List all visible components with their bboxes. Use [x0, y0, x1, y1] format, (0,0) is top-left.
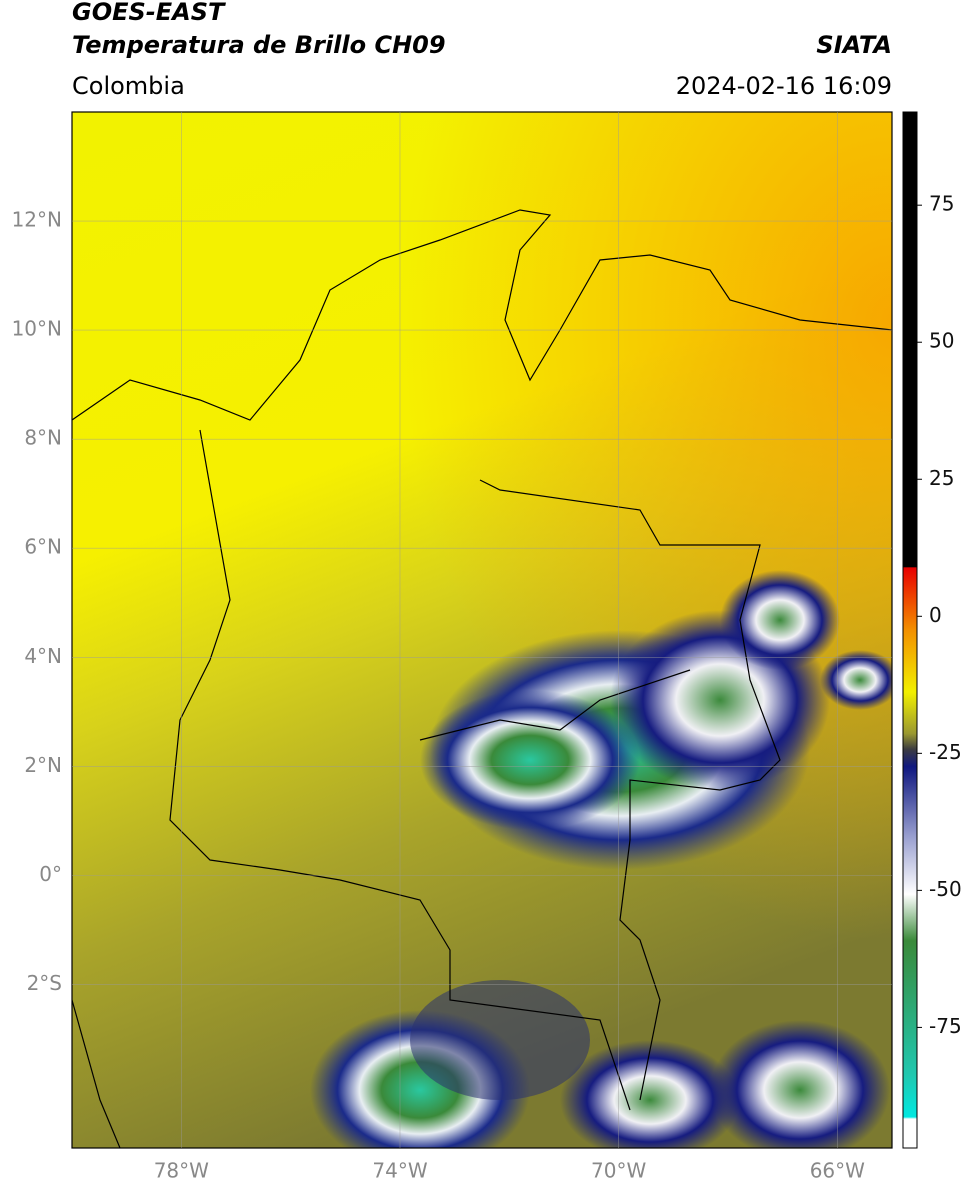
colorbar-tick-label: 50: [929, 329, 954, 353]
region: Colombia: [72, 72, 185, 100]
map-frame: [71, 111, 893, 1149]
title-2: Temperatura de Brillo CH09: [72, 31, 446, 59]
colorbar: [902, 111, 918, 1149]
x-tick-label: 70°W: [591, 1159, 646, 1183]
x-tick-label: 66°W: [810, 1159, 865, 1183]
title-1: GOES-EAST: [72, 0, 226, 26]
colorbar-tick-label: -75: [929, 1014, 962, 1038]
colorbar-tick-label: 25: [929, 466, 954, 490]
y-tick-label: 8°N: [24, 426, 62, 450]
y-tick-label: 0°: [39, 862, 62, 886]
y-tick-label: 10°N: [12, 317, 62, 341]
y-tick-label: 2°S: [27, 971, 62, 995]
timestamp: 2024-02-16 16:09: [676, 72, 892, 100]
colorbar-tick-label: -25: [929, 740, 962, 764]
x-tick-label: 78°W: [154, 1159, 209, 1183]
x-tick-label: 74°W: [372, 1159, 427, 1183]
y-tick-label: 6°N: [24, 535, 62, 559]
y-tick-label: 12°N: [12, 208, 62, 232]
y-tick-label: 4°N: [24, 644, 62, 668]
colorbar-tick-label: -50: [929, 877, 962, 901]
y-tick-label: 2°N: [24, 753, 62, 777]
colorbar-tick-label: 75: [929, 192, 954, 216]
colorbar-tick-label: 0: [929, 603, 942, 627]
satellite-image: [72, 112, 892, 1148]
source: SIATA: [816, 31, 892, 59]
